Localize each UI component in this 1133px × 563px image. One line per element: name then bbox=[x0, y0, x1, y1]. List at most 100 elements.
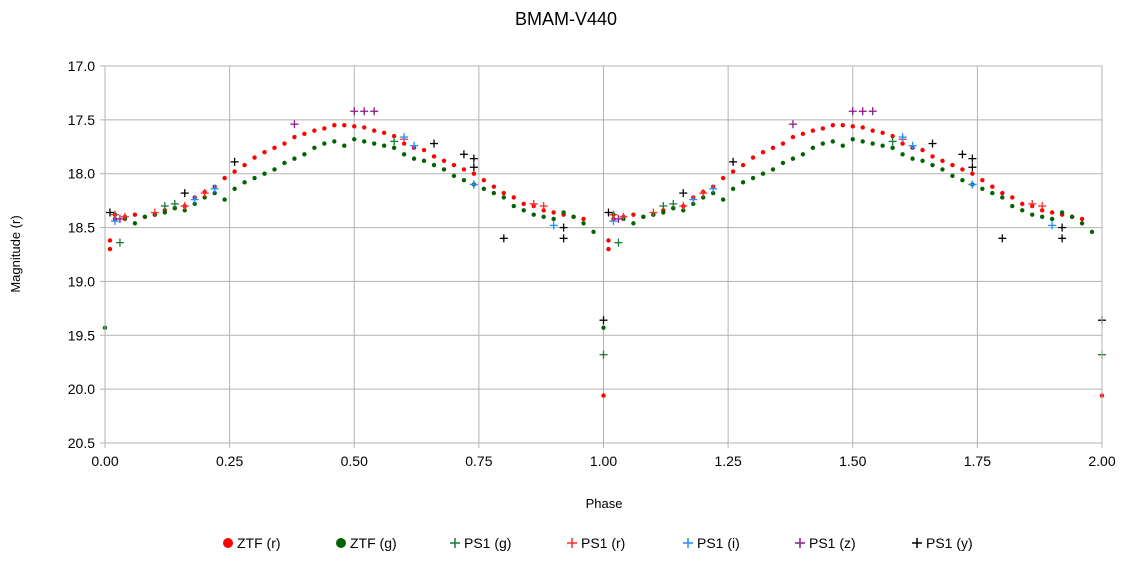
data-point bbox=[606, 238, 611, 243]
data-point bbox=[830, 139, 836, 144]
data-point bbox=[850, 137, 855, 142]
data-point bbox=[342, 143, 347, 148]
data-point bbox=[401, 141, 407, 146]
legend-item: PS1 (i) bbox=[683, 535, 740, 551]
data-point bbox=[940, 158, 945, 163]
data-point bbox=[880, 130, 885, 135]
data-point bbox=[710, 190, 716, 196]
data-point bbox=[950, 162, 955, 168]
data-point bbox=[282, 141, 287, 146]
data-point bbox=[679, 202, 688, 211]
data-point bbox=[1049, 210, 1055, 215]
data-point bbox=[471, 171, 477, 176]
data-point bbox=[920, 147, 925, 153]
data-point bbox=[501, 190, 506, 196]
data-point bbox=[421, 147, 427, 153]
data-point bbox=[571, 214, 576, 219]
legend-label: PS1 (y) bbox=[926, 535, 973, 551]
data-point bbox=[160, 202, 169, 211]
data-point bbox=[940, 167, 945, 172]
data-point bbox=[599, 350, 608, 359]
data-point bbox=[689, 195, 698, 204]
data-point bbox=[400, 133, 409, 142]
legend-marker-dot bbox=[336, 538, 346, 548]
legend-label: ZTF (g) bbox=[350, 535, 397, 551]
data-point bbox=[810, 128, 816, 133]
data-point bbox=[659, 202, 668, 211]
data-point bbox=[1010, 195, 1015, 200]
data-point bbox=[730, 186, 736, 191]
data-point bbox=[459, 150, 468, 159]
data-point bbox=[182, 208, 187, 213]
data-point bbox=[252, 155, 257, 160]
data-point bbox=[332, 139, 337, 144]
data-point bbox=[581, 221, 586, 226]
data-point bbox=[469, 163, 478, 172]
data-point bbox=[272, 145, 277, 151]
data-point bbox=[898, 133, 907, 142]
data-point bbox=[411, 156, 417, 161]
data-point bbox=[142, 214, 148, 219]
x-tick-label: 0.50 bbox=[341, 453, 368, 469]
data-point bbox=[740, 162, 746, 168]
gridlines bbox=[100, 65, 1103, 448]
data-point bbox=[441, 167, 447, 172]
data-point bbox=[970, 171, 975, 176]
data-point bbox=[461, 167, 467, 172]
data-point bbox=[242, 162, 247, 168]
data-point bbox=[371, 128, 377, 133]
legend-item: PS1 (y) bbox=[912, 535, 973, 551]
data-point bbox=[671, 205, 676, 211]
data-point bbox=[870, 141, 875, 146]
data-point bbox=[511, 203, 516, 209]
data-point bbox=[1000, 195, 1005, 200]
data-point bbox=[362, 125, 367, 130]
y-tick-label: 17.0 bbox=[68, 58, 95, 74]
tick-labels: 0.00 0.25 0.50 0.75 1.00 1.25 1.50 1.75 2.00 17.0… bbox=[68, 58, 1116, 469]
data-point bbox=[950, 173, 955, 179]
series-ps1-y bbox=[105, 139, 1106, 325]
x-tick-label: 1.00 bbox=[590, 453, 617, 469]
data-point bbox=[780, 141, 786, 146]
data-point bbox=[105, 208, 114, 217]
data-point bbox=[720, 197, 726, 202]
data-point bbox=[107, 238, 113, 243]
data-point bbox=[1028, 199, 1037, 208]
data-point bbox=[900, 141, 905, 146]
data-point bbox=[1039, 208, 1045, 213]
data-point bbox=[860, 139, 865, 144]
data-point bbox=[641, 214, 646, 219]
data-point bbox=[614, 214, 623, 223]
data-point bbox=[770, 145, 776, 151]
data-point bbox=[770, 167, 776, 172]
data-point bbox=[501, 195, 506, 200]
data-point bbox=[115, 238, 124, 247]
data-point bbox=[451, 162, 457, 168]
data-point bbox=[890, 145, 895, 151]
data-point bbox=[302, 131, 307, 137]
data-point bbox=[491, 184, 497, 189]
data-point bbox=[848, 107, 857, 116]
data-point bbox=[441, 158, 447, 163]
data-point bbox=[900, 152, 905, 157]
legend-label: PS1 (r) bbox=[581, 535, 625, 551]
y-tick-label: 19.0 bbox=[68, 273, 95, 289]
data-point bbox=[1069, 214, 1075, 219]
legend-item: ZTF (r) bbox=[223, 535, 281, 551]
data-point bbox=[232, 169, 237, 174]
data-point bbox=[780, 160, 786, 166]
data-point bbox=[606, 246, 611, 252]
data-point bbox=[391, 133, 397, 139]
data-point bbox=[312, 145, 317, 151]
data-point bbox=[920, 158, 925, 163]
data-point bbox=[609, 217, 618, 226]
data-point bbox=[1089, 229, 1095, 235]
legend-label: PS1 (i) bbox=[697, 535, 740, 551]
data-point bbox=[1049, 216, 1055, 222]
data-point bbox=[1010, 203, 1015, 209]
data-point bbox=[302, 152, 307, 157]
data-point bbox=[750, 155, 756, 160]
series-ps1-r bbox=[110, 135, 1047, 221]
data-point bbox=[1059, 210, 1065, 215]
